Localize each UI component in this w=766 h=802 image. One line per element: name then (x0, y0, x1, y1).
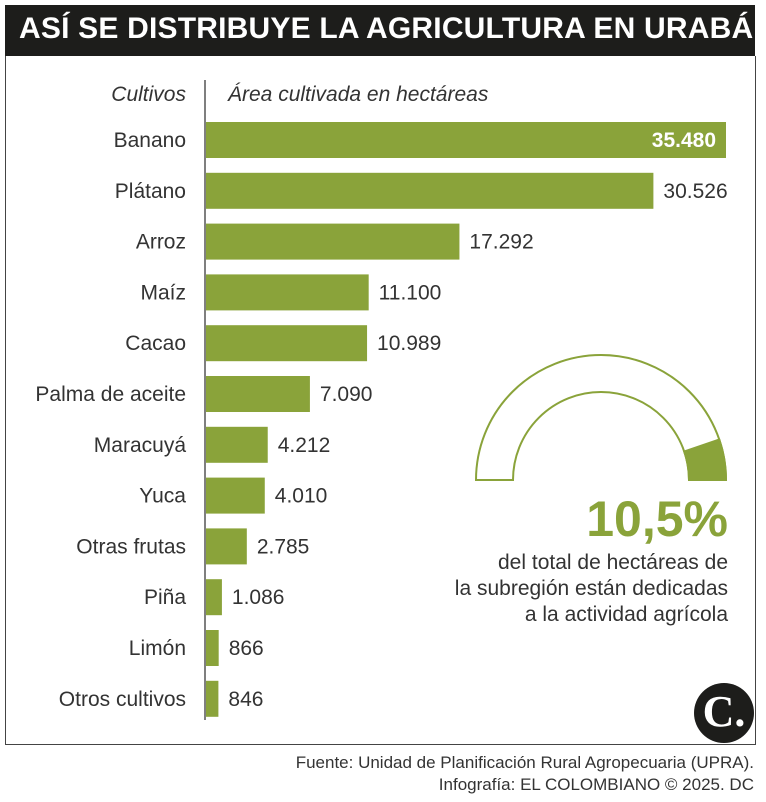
value-label: 4.212 (278, 434, 331, 457)
bar (206, 680, 219, 717)
category-label: Piña (144, 586, 186, 609)
percent-description: del total de hectáreas de la subregión e… (420, 550, 728, 628)
source-note: Fuente: Unidad de Planificación Rural Ag… (296, 752, 754, 796)
value-label: 1.086 (232, 586, 285, 609)
category-label: Banano (114, 129, 186, 152)
category-label: Arroz (136, 231, 186, 254)
category-label: Maracuyá (94, 434, 187, 457)
category-label: Otros cultivos (59, 688, 186, 711)
value-label: 11.100 (379, 281, 442, 304)
bar (206, 376, 310, 412)
gauge-fill (682, 438, 728, 481)
value-header: Área cultivada en hectáreas (227, 83, 489, 106)
bar (206, 630, 219, 666)
chart-title: ASÍ SE DISTRIBUYE LA AGRICULTURA EN URAB… (19, 12, 754, 45)
category-label: Yuca (139, 485, 186, 508)
value-label: 30.526 (663, 180, 727, 203)
percent-description-line: la subregión están dedicadas (454, 577, 728, 600)
source-line: Fuente: Unidad de Planificación Rural Ag… (295, 753, 754, 772)
bar (206, 172, 654, 209)
bars-group: Banano 35.480 Plátano 30.526 Arroz 17.292 Maíz… (35, 122, 728, 717)
credit-line: Infografía: EL COLOMBIANO © 2025. DC (438, 775, 754, 794)
value-label: 7.090 (320, 383, 373, 406)
category-label: Palma de aceite (35, 383, 186, 406)
percent-description-line: del total de hectáreas de (498, 551, 728, 574)
title-bar: ASÍ SE DISTRIBUYE LA AGRICULTURA EN URAB… (5, 5, 755, 56)
bar (206, 477, 265, 514)
category-label: Plátano (115, 180, 186, 203)
value-label: 866 (229, 637, 264, 660)
bar (206, 122, 726, 158)
category-header: Cultivos (111, 83, 186, 106)
value-label: 4.010 (275, 485, 328, 508)
category-label: Cacao (125, 332, 186, 355)
bar (206, 223, 460, 260)
bar (206, 274, 369, 311)
bar (206, 426, 268, 463)
percent-gauge (474, 354, 728, 481)
value-label: 35.480 (652, 129, 716, 152)
value-label: 846 (228, 688, 263, 711)
el-colombiano-logo: C. (694, 683, 754, 743)
bar (206, 325, 368, 362)
percent-value: 10,5% (586, 491, 728, 547)
bar (206, 579, 222, 616)
chart-frame (5, 56, 756, 745)
category-label: Otras frutas (76, 535, 186, 558)
value-label: 2.785 (257, 535, 310, 558)
category-label: Maíz (140, 281, 186, 304)
value-label: 17.292 (469, 231, 533, 254)
category-label: Limón (129, 637, 186, 660)
value-label: 10.989 (377, 332, 441, 355)
percent-description-line: a la actividad agrícola (524, 603, 728, 626)
bar (206, 528, 247, 565)
